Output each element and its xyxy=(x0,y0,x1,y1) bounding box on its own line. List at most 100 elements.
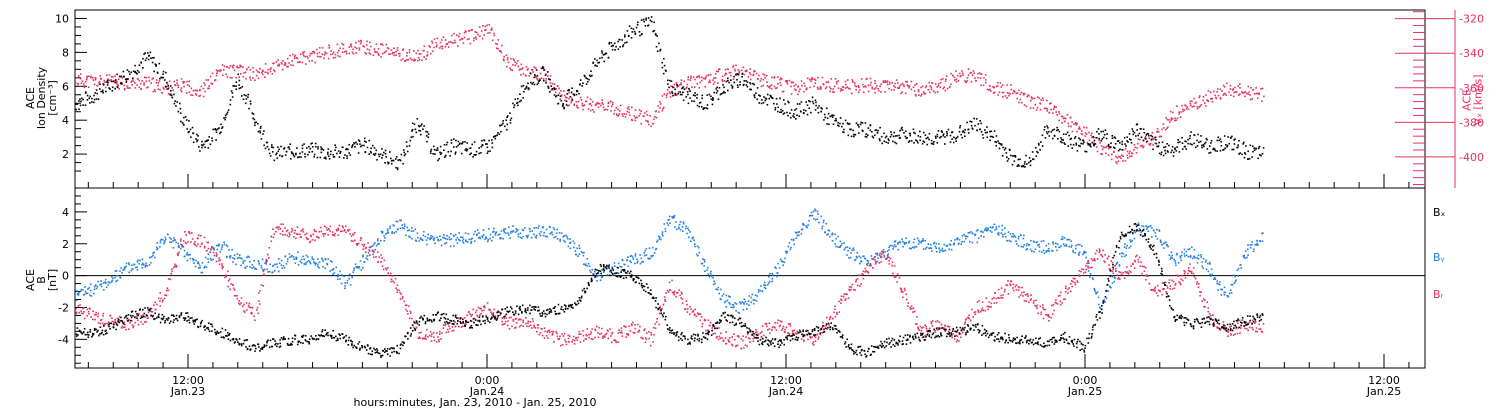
by-point xyxy=(349,284,352,286)
velocity-point xyxy=(779,78,781,81)
velocity-point xyxy=(182,82,185,84)
by-point xyxy=(753,299,756,301)
density-point xyxy=(1080,142,1082,145)
by-point xyxy=(1236,269,1239,271)
velocity-point xyxy=(84,80,87,83)
bz-point xyxy=(180,240,182,242)
density-point xyxy=(643,20,645,23)
velocity-point xyxy=(1260,88,1262,90)
velocity-point xyxy=(1193,105,1195,107)
bz-point xyxy=(272,236,275,239)
density-point xyxy=(91,97,93,100)
by-point xyxy=(170,241,173,243)
by-point xyxy=(339,270,341,273)
velocity-point xyxy=(1189,103,1192,105)
velocity-point xyxy=(1255,87,1257,89)
by-point xyxy=(1052,250,1054,252)
velocity-point xyxy=(497,39,500,41)
density-point xyxy=(799,103,801,105)
by-point xyxy=(711,274,713,276)
velocity-point xyxy=(125,80,128,82)
velocity-point xyxy=(983,76,985,79)
density-point xyxy=(89,102,91,104)
by-point xyxy=(470,240,473,243)
bz-point xyxy=(221,267,224,270)
density-point xyxy=(731,87,734,89)
velocity-point xyxy=(1064,120,1066,123)
density-point xyxy=(1247,150,1249,153)
bz-point xyxy=(131,324,134,326)
bz-point xyxy=(224,276,226,279)
bz-point xyxy=(233,295,236,297)
bz-point xyxy=(215,260,218,263)
bz-point xyxy=(121,325,124,328)
by-point xyxy=(743,303,745,305)
by-point xyxy=(977,237,980,239)
by-point xyxy=(1202,258,1205,260)
bz-point xyxy=(279,228,282,230)
density-point xyxy=(662,72,665,75)
by-point xyxy=(987,227,989,230)
by-point xyxy=(725,306,727,308)
velocity-point xyxy=(844,87,847,89)
density-point xyxy=(478,152,480,155)
density-point xyxy=(1232,148,1235,151)
velocity-point xyxy=(655,116,658,119)
velocity-point xyxy=(321,53,324,56)
velocity-point xyxy=(680,82,682,84)
by-point xyxy=(659,236,661,239)
density-point xyxy=(173,93,175,96)
velocity-point xyxy=(173,80,175,83)
by-point xyxy=(944,249,947,252)
velocity-point xyxy=(374,51,377,54)
velocity-point xyxy=(525,66,528,68)
by-point xyxy=(1234,280,1237,283)
density-point xyxy=(803,109,805,111)
density-point xyxy=(97,98,100,100)
density-point xyxy=(659,48,662,51)
velocity-point xyxy=(1250,87,1252,89)
bz-point xyxy=(328,228,330,231)
by-point xyxy=(871,258,873,260)
velocity-point xyxy=(1224,92,1226,95)
by-point xyxy=(887,256,889,258)
density-point xyxy=(547,85,549,88)
velocity-point xyxy=(966,77,969,79)
velocity-point xyxy=(714,73,717,75)
density-point xyxy=(412,135,414,138)
bz-point xyxy=(137,323,140,326)
density-point xyxy=(779,97,781,100)
velocity-point xyxy=(862,86,865,88)
bz-point xyxy=(409,310,412,313)
velocity-point xyxy=(1245,92,1248,95)
velocity-point xyxy=(1205,94,1207,96)
by-point xyxy=(427,233,429,236)
density-point xyxy=(445,143,448,146)
by-point xyxy=(519,236,522,239)
density-point xyxy=(970,121,973,123)
density-point xyxy=(1220,145,1223,147)
by-point xyxy=(1055,246,1057,248)
velocity-point xyxy=(328,46,331,49)
velocity-point xyxy=(1117,160,1120,163)
by-point xyxy=(295,258,297,260)
density-point xyxy=(805,101,807,103)
density-point xyxy=(654,33,657,35)
by-point xyxy=(839,245,841,248)
density-point xyxy=(818,105,820,107)
velocity-point xyxy=(420,53,422,55)
by-point xyxy=(194,265,197,268)
velocity-point xyxy=(800,80,803,82)
by-point xyxy=(449,245,452,248)
bz-point xyxy=(306,232,308,235)
density-point xyxy=(1173,151,1175,154)
velocity-point xyxy=(862,91,865,93)
density-point xyxy=(421,123,423,126)
density-point xyxy=(1124,143,1126,145)
density-point xyxy=(982,137,985,139)
density-point xyxy=(861,122,864,124)
velocity-point xyxy=(952,74,954,77)
density-point xyxy=(550,85,553,87)
density-point xyxy=(427,136,430,138)
